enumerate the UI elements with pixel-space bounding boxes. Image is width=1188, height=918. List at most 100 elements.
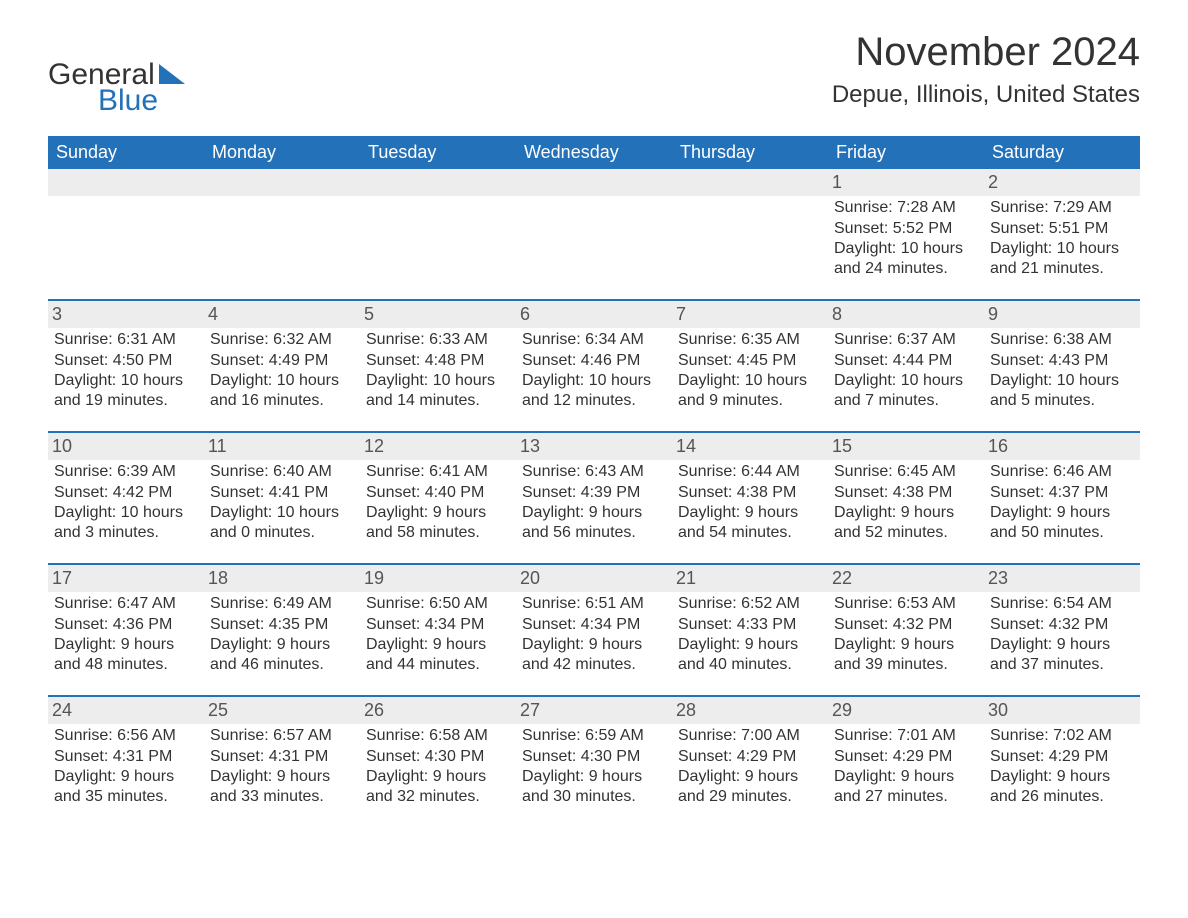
- sunrise-text: Sunrise: 7:02 AM: [990, 726, 1134, 746]
- day-number: [48, 169, 204, 196]
- day-number: 30: [984, 697, 1140, 724]
- daylight-text: and 54 minutes.: [678, 523, 822, 543]
- day-number: 5: [360, 301, 516, 328]
- daylight-text: and 7 minutes.: [834, 391, 978, 411]
- sunrise-text: Sunrise: 6:47 AM: [54, 594, 198, 614]
- daylight-text: and 46 minutes.: [210, 655, 354, 675]
- sunrise-text: Sunrise: 6:50 AM: [366, 594, 510, 614]
- day-cell: 18Sunrise: 6:49 AMSunset: 4:35 PMDayligh…: [204, 565, 360, 695]
- day-cell: 8Sunrise: 6:37 AMSunset: 4:44 PMDaylight…: [828, 301, 984, 431]
- daylight-text: and 48 minutes.: [54, 655, 198, 675]
- sunset-text: Sunset: 4:38 PM: [834, 483, 978, 503]
- weekday-header: Saturday: [984, 136, 1140, 169]
- week-row: 24Sunrise: 6:56 AMSunset: 4:31 PMDayligh…: [48, 695, 1140, 827]
- daylight-text: and 32 minutes.: [366, 787, 510, 807]
- day-cell: 11Sunrise: 6:40 AMSunset: 4:41 PMDayligh…: [204, 433, 360, 563]
- sunrise-text: Sunrise: 6:49 AM: [210, 594, 354, 614]
- day-number: [516, 169, 672, 196]
- daylight-text: and 9 minutes.: [678, 391, 822, 411]
- sunrise-text: Sunrise: 6:46 AM: [990, 462, 1134, 482]
- day-cell: 19Sunrise: 6:50 AMSunset: 4:34 PMDayligh…: [360, 565, 516, 695]
- daylight-text: Daylight: 9 hours: [990, 767, 1134, 787]
- sunrise-text: Sunrise: 6:58 AM: [366, 726, 510, 746]
- daylight-text: Daylight: 9 hours: [834, 635, 978, 655]
- day-number: 23: [984, 565, 1140, 592]
- day-number: 25: [204, 697, 360, 724]
- sunset-text: Sunset: 4:32 PM: [834, 615, 978, 635]
- day-number: [360, 169, 516, 196]
- sunrise-text: Sunrise: 7:28 AM: [834, 198, 978, 218]
- daylight-text: Daylight: 9 hours: [210, 635, 354, 655]
- daylight-text: Daylight: 9 hours: [210, 767, 354, 787]
- daylight-text: and 12 minutes.: [522, 391, 666, 411]
- sunrise-text: Sunrise: 7:01 AM: [834, 726, 978, 746]
- daylight-text: and 27 minutes.: [834, 787, 978, 807]
- daylight-text: and 0 minutes.: [210, 523, 354, 543]
- week-row: 3Sunrise: 6:31 AMSunset: 4:50 PMDaylight…: [48, 299, 1140, 431]
- day-number: 22: [828, 565, 984, 592]
- sunrise-text: Sunrise: 6:31 AM: [54, 330, 198, 350]
- sunset-text: Sunset: 4:34 PM: [366, 615, 510, 635]
- sunset-text: Sunset: 4:50 PM: [54, 351, 198, 371]
- sunset-text: Sunset: 5:51 PM: [990, 219, 1134, 239]
- logo: General Blue: [48, 58, 185, 118]
- day-number: 29: [828, 697, 984, 724]
- day-cell: 29Sunrise: 7:01 AMSunset: 4:29 PMDayligh…: [828, 697, 984, 827]
- day-number: 4: [204, 301, 360, 328]
- day-number: 11: [204, 433, 360, 460]
- sunset-text: Sunset: 4:43 PM: [990, 351, 1134, 371]
- daylight-text: and 16 minutes.: [210, 391, 354, 411]
- day-number: 16: [984, 433, 1140, 460]
- daylight-text: Daylight: 9 hours: [366, 635, 510, 655]
- day-number: 18: [204, 565, 360, 592]
- sunrise-text: Sunrise: 6:34 AM: [522, 330, 666, 350]
- daylight-text: Daylight: 10 hours: [990, 239, 1134, 259]
- location: Depue, Illinois, United States: [832, 81, 1140, 109]
- sunrise-text: Sunrise: 6:56 AM: [54, 726, 198, 746]
- day-cell: 6Sunrise: 6:34 AMSunset: 4:46 PMDaylight…: [516, 301, 672, 431]
- sunset-text: Sunset: 4:48 PM: [366, 351, 510, 371]
- day-number: 15: [828, 433, 984, 460]
- day-cell: 15Sunrise: 6:45 AMSunset: 4:38 PMDayligh…: [828, 433, 984, 563]
- daylight-text: and 40 minutes.: [678, 655, 822, 675]
- sunrise-text: Sunrise: 6:38 AM: [990, 330, 1134, 350]
- daylight-text: Daylight: 10 hours: [54, 371, 198, 391]
- daylight-text: and 58 minutes.: [366, 523, 510, 543]
- daylight-text: and 35 minutes.: [54, 787, 198, 807]
- daylight-text: and 39 minutes.: [834, 655, 978, 675]
- sunset-text: Sunset: 4:42 PM: [54, 483, 198, 503]
- sunset-text: Sunset: 4:38 PM: [678, 483, 822, 503]
- daylight-text: and 50 minutes.: [990, 523, 1134, 543]
- day-number: 12: [360, 433, 516, 460]
- day-cell: 7Sunrise: 6:35 AMSunset: 4:45 PMDaylight…: [672, 301, 828, 431]
- daylight-text: Daylight: 10 hours: [834, 371, 978, 391]
- month-title: November 2024: [832, 30, 1140, 75]
- daylight-text: Daylight: 9 hours: [54, 635, 198, 655]
- sunset-text: Sunset: 4:29 PM: [678, 747, 822, 767]
- day-cell: 14Sunrise: 6:44 AMSunset: 4:38 PMDayligh…: [672, 433, 828, 563]
- day-cell: 1Sunrise: 7:28 AMSunset: 5:52 PMDaylight…: [828, 169, 984, 299]
- sunset-text: Sunset: 4:34 PM: [522, 615, 666, 635]
- sunset-text: Sunset: 4:35 PM: [210, 615, 354, 635]
- day-number: 7: [672, 301, 828, 328]
- daylight-text: Daylight: 9 hours: [990, 503, 1134, 523]
- day-number: 2: [984, 169, 1140, 196]
- day-cell: [48, 169, 204, 299]
- daylight-text: Daylight: 9 hours: [834, 767, 978, 787]
- day-cell: 3Sunrise: 6:31 AMSunset: 4:50 PMDaylight…: [48, 301, 204, 431]
- sunrise-text: Sunrise: 6:33 AM: [366, 330, 510, 350]
- daylight-text: Daylight: 10 hours: [366, 371, 510, 391]
- sunrise-text: Sunrise: 6:43 AM: [522, 462, 666, 482]
- day-cell: 26Sunrise: 6:58 AMSunset: 4:30 PMDayligh…: [360, 697, 516, 827]
- sunrise-text: Sunrise: 6:57 AM: [210, 726, 354, 746]
- sunrise-text: Sunrise: 6:44 AM: [678, 462, 822, 482]
- sunrise-text: Sunrise: 7:00 AM: [678, 726, 822, 746]
- day-cell: 10Sunrise: 6:39 AMSunset: 4:42 PMDayligh…: [48, 433, 204, 563]
- daylight-text: and 19 minutes.: [54, 391, 198, 411]
- sunset-text: Sunset: 4:36 PM: [54, 615, 198, 635]
- sunset-text: Sunset: 4:44 PM: [834, 351, 978, 371]
- sunset-text: Sunset: 4:33 PM: [678, 615, 822, 635]
- sunset-text: Sunset: 4:39 PM: [522, 483, 666, 503]
- day-cell: 9Sunrise: 6:38 AMSunset: 4:43 PMDaylight…: [984, 301, 1140, 431]
- day-number: 13: [516, 433, 672, 460]
